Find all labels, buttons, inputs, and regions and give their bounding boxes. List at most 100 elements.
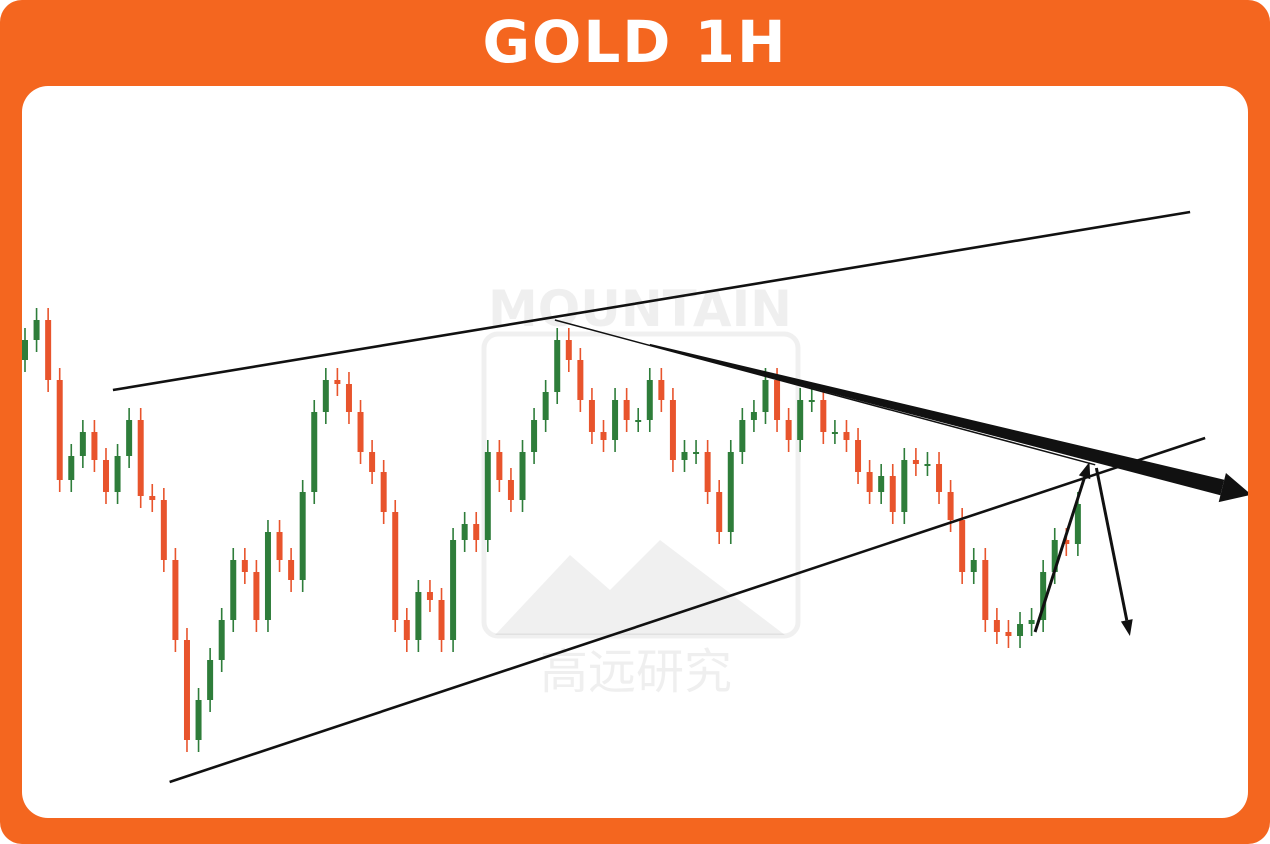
candle [311,400,318,504]
candle [345,372,352,424]
candle [681,440,688,472]
candle-body [693,452,700,454]
candle-body [577,360,584,400]
candle [415,580,422,652]
candle-body [114,456,121,492]
candle [207,648,214,712]
candle [716,480,723,544]
candle-body [253,572,260,620]
candle [496,440,503,492]
candle-body [56,380,63,480]
candle [831,420,838,444]
candle [889,464,896,524]
candle-body [658,380,665,400]
candle [785,408,792,452]
candle [993,608,1000,644]
candle [588,388,595,444]
candle-body [912,460,919,464]
candle-body [542,392,549,420]
annotations [112,210,1248,784]
candle [866,460,873,504]
candle [380,460,387,524]
chart-panel [22,86,1248,818]
candle-body [1051,540,1058,572]
candle [1040,560,1047,632]
candle [484,440,491,552]
candle [22,328,28,372]
candle [982,548,989,632]
candle-body [959,520,966,572]
candle [843,420,850,452]
candle [855,428,862,484]
candle-body [496,452,503,480]
candle [727,440,734,544]
candle [450,528,457,652]
candle-body [727,452,734,532]
candle-body [473,524,480,540]
candle [114,444,121,504]
candle [507,468,514,512]
candle [334,368,341,396]
candle-body [600,432,607,440]
candle-body [531,420,538,452]
candle [160,488,167,572]
candle [1005,620,1012,648]
candle [797,388,804,452]
candle-body [1005,632,1012,636]
candle [299,480,306,592]
bearish-projection-thick-arrow-shaft [649,343,1225,496]
candle [195,688,202,752]
rally-projection-arrow-head [1078,462,1091,480]
candle [126,408,133,468]
candle-body [774,380,781,420]
candle [542,380,549,432]
candle-body [149,496,156,500]
candle-body [195,700,202,740]
candle-body [484,452,491,540]
candle [357,400,364,464]
candle-body [554,340,561,392]
candle-body [311,412,318,492]
candle-body [438,600,445,640]
candle [565,328,572,372]
candle [172,548,179,652]
candle-body [230,560,237,620]
candle [149,484,156,512]
candle-body [322,380,329,412]
candle [33,308,40,352]
candle [704,440,711,504]
candle [623,388,630,432]
candle-body [1028,620,1035,624]
candle-body [808,400,815,402]
candle-body [403,620,410,640]
candle [276,520,283,572]
candle-body [276,532,283,560]
candle-body [450,540,457,640]
candle [322,368,329,424]
candle-body [264,532,271,620]
candle [1028,608,1035,636]
candle [600,420,607,452]
candle-body [947,492,954,520]
candle [230,548,237,632]
candle [369,440,376,484]
watermark: MOUNTAIN 高远研究 [481,280,801,700]
candle [183,628,190,752]
candle-body [1017,624,1024,636]
candle-body [797,400,804,440]
candle [1017,612,1024,648]
bearish-projection-thick-arrow-head [1218,472,1248,503]
candle-body [716,492,723,532]
candle [531,408,538,464]
candle-body [426,592,433,600]
candle-body [1074,504,1081,544]
candle [959,508,966,584]
candle [473,512,480,552]
candle-body [415,592,422,640]
candle-body [218,620,225,660]
candle-body [519,452,526,500]
candle [693,440,700,464]
candle-body [183,640,190,740]
candle-body [334,380,341,384]
candle [218,608,225,672]
